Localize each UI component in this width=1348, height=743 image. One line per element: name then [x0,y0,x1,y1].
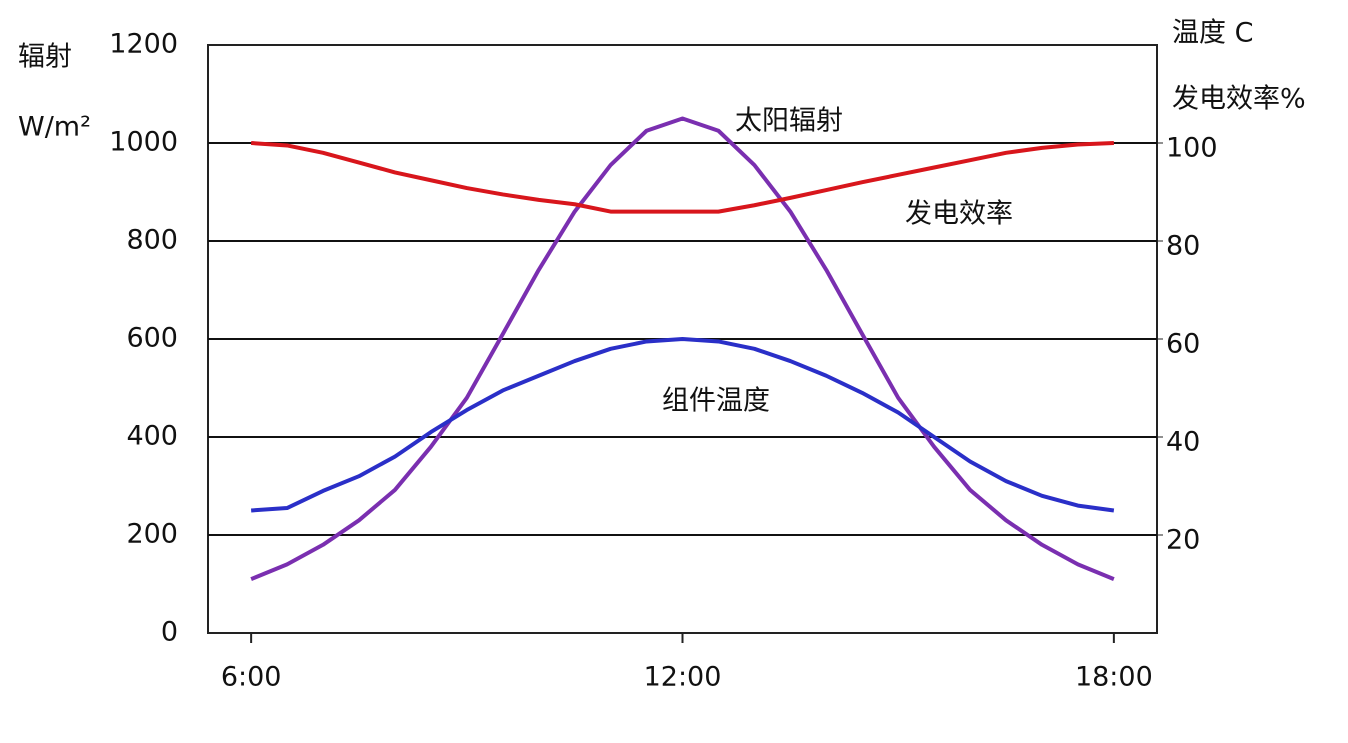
annotation: 组件温度 [662,386,770,417]
y2-tick-label: 20 [1166,525,1200,556]
x-tick-label: 6:00 [221,662,282,693]
y2-axis-unit: 发电效率% [1172,84,1306,115]
series-line [250,116,1115,581]
y2-tick-label: 60 [1166,329,1200,360]
y-tick-label: 200 [126,519,178,550]
y2-axis-label: 温度 C [1172,18,1253,49]
annotation: 发电效率 [905,199,1013,230]
x-tick-label: 18:00 [1075,662,1153,693]
y2-tick-label: 100 [1166,133,1218,164]
y-tick-label: 800 [126,225,178,256]
y-tick-label: 600 [126,323,178,354]
y2-tick-label: 40 [1166,427,1200,458]
y-axis-unit: W/m² [18,112,91,143]
y-tick-label: 400 [126,421,178,452]
y2-tick-label: 80 [1166,231,1200,262]
x-tick-label: 12:00 [644,662,722,693]
y-tick-label: 1200 [109,29,178,60]
y-tick-label: 0 [161,617,178,648]
series-line [251,141,1114,214]
annotation: 太阳辐射 [735,106,843,137]
y-tick-label: 1000 [109,127,178,158]
series-line [251,337,1115,513]
y-axis-label: 辐射 [18,42,72,73]
